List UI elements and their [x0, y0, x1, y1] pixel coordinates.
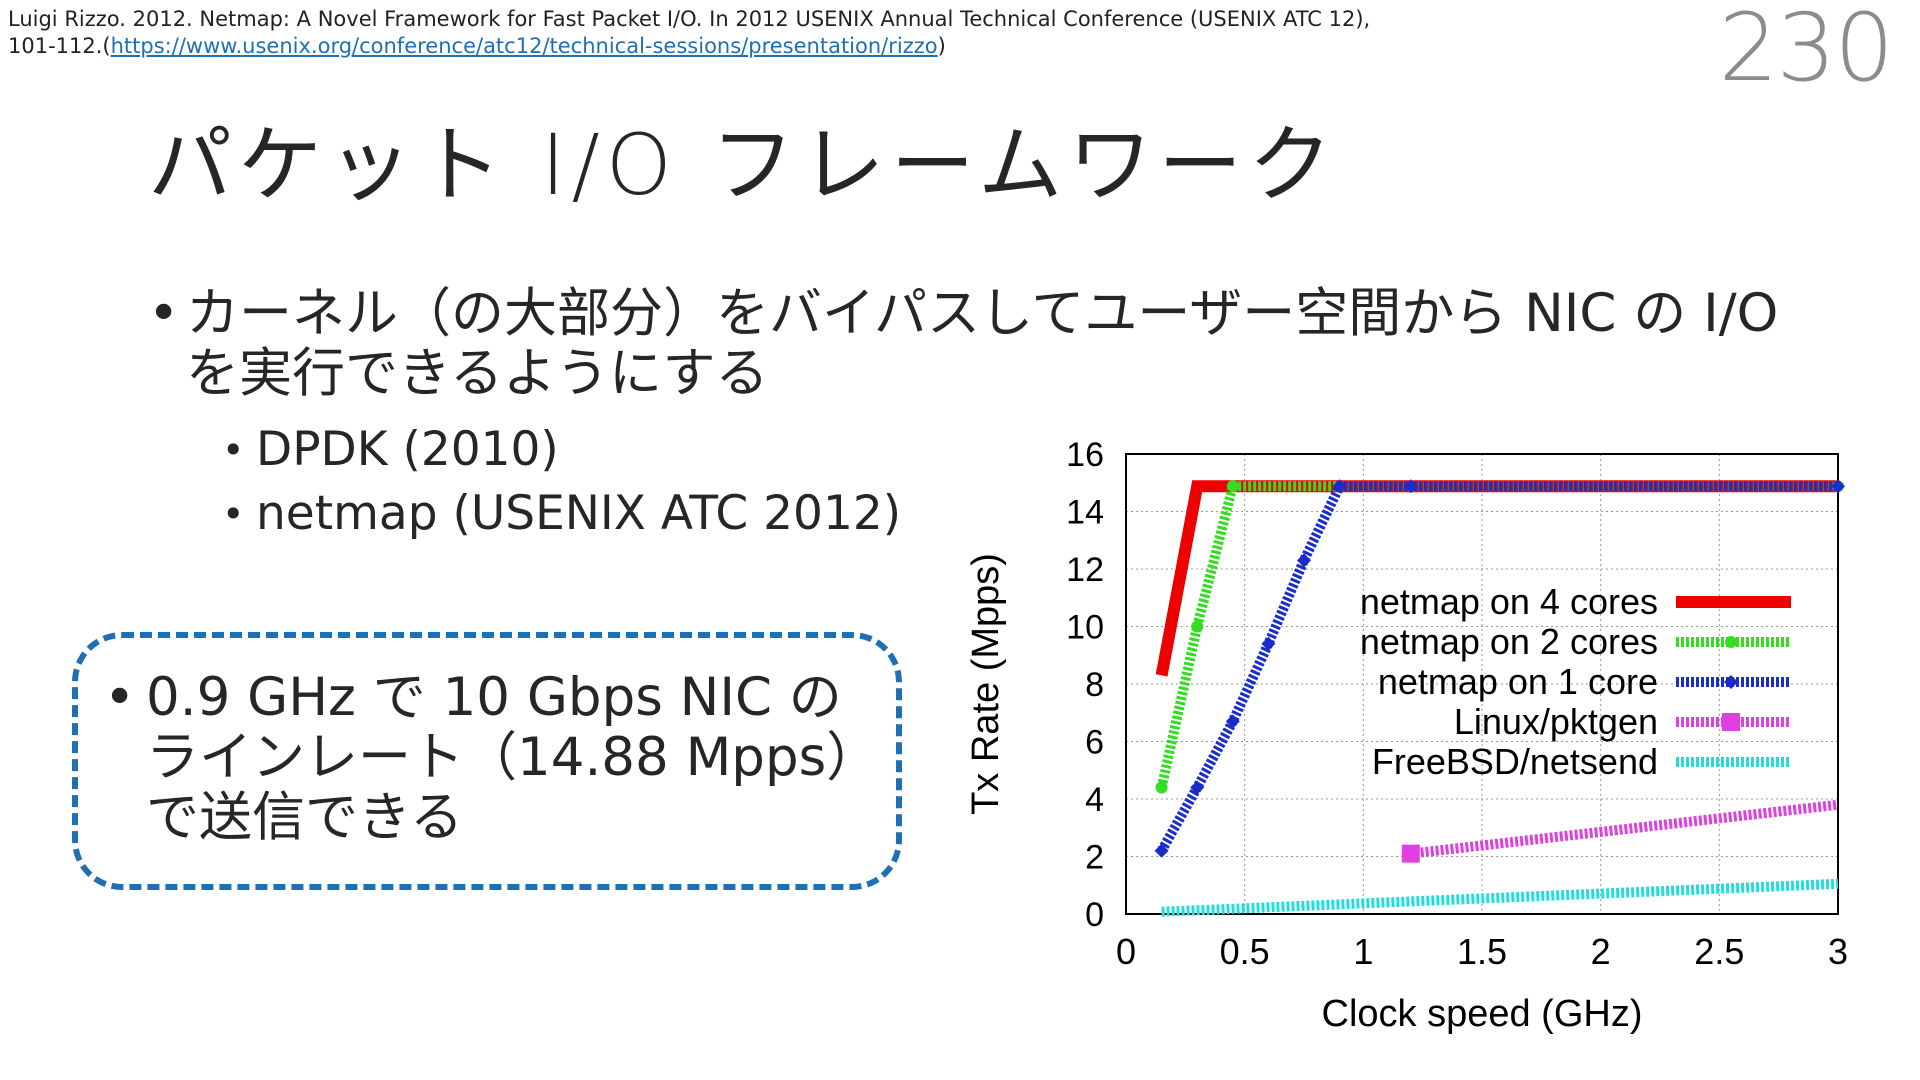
- data-point: [1401, 844, 1420, 863]
- y-tick-label: 12: [1066, 551, 1104, 589]
- legend-label: netmap on 1 core: [1378, 661, 1658, 702]
- data-point: [1261, 636, 1276, 651]
- citation: Luigi Rizzo. 2012. Netmap: A Novel Frame…: [8, 6, 1408, 60]
- x-tick-label: 2: [1591, 931, 1611, 972]
- legend-label: Linux/pktgen: [1454, 701, 1658, 742]
- data-point: [1226, 480, 1239, 493]
- legend-label: netmap on 2 cores: [1360, 621, 1658, 662]
- y-tick-label: 14: [1066, 494, 1104, 532]
- data-point: [1190, 780, 1205, 795]
- series-line-linux-pktgen: [1410, 799, 1839, 859]
- data-point: [1831, 479, 1845, 494]
- citation-text: Luigi Rizzo. 2012. Netmap: A Novel Frame…: [8, 7, 1371, 58]
- legend-marker: [1725, 636, 1737, 648]
- legend-label: FreeBSD/netsend: [1372, 741, 1658, 782]
- legend-label: netmap on 4 cores: [1360, 581, 1658, 622]
- legend-marker: [1722, 713, 1740, 731]
- x-tick-label: 3: [1828, 931, 1848, 972]
- x-axis-label: Clock speed (GHz): [1322, 993, 1643, 1035]
- citation-close: ): [937, 34, 946, 58]
- bullet-main: カーネル（の大部分）をバイパスしてユーザー空間から NIC の I/O を実行で…: [148, 284, 1808, 404]
- y-tick-label: 8: [1085, 666, 1104, 704]
- y-tick-label: 4: [1085, 781, 1104, 819]
- data-point: [1154, 843, 1169, 858]
- x-tick-label: 0.5: [1220, 931, 1270, 972]
- callout-text: 0.9 GHz で 10 Gbps NIC の ラインレート（14.88 Mpp…: [100, 668, 900, 848]
- y-tick-label: 2: [1085, 839, 1104, 877]
- x-tick-label: 0: [1116, 931, 1136, 972]
- sub-bullet-list: DPDK (2010) netmap (USENIX ATC 2012): [148, 418, 942, 546]
- y-tick-label: 6: [1085, 724, 1104, 762]
- sub-bullet-netmap: netmap (USENIX ATC 2012): [222, 482, 942, 546]
- legend-marker: [1724, 675, 1738, 689]
- slide-number: 230: [1718, 0, 1894, 103]
- data-point: [1332, 479, 1347, 494]
- x-tick-label: 1.5: [1457, 931, 1507, 972]
- y-tick-label: 0: [1085, 896, 1104, 934]
- series-line-freebsd-netsend: [1161, 878, 1839, 917]
- plot-frame: [1125, 453, 1839, 915]
- bullet-list: カーネル（の大部分）をバイパスしてユーザー空間から NIC の I/O を実行で…: [148, 284, 1808, 547]
- y-tick-label: 10: [1066, 609, 1104, 647]
- data-point: [1155, 781, 1168, 794]
- data-point: [1297, 553, 1311, 568]
- slide-title: パケット I/O フレームワーク: [148, 116, 1339, 214]
- citation-link[interactable]: https://www.usenix.org/conference/atc12/…: [110, 34, 938, 58]
- sub-bullet-dpdk: DPDK (2010): [222, 418, 942, 482]
- series-line-netmap-on-1-core: [1157, 481, 1838, 854]
- x-tick-label: 2.5: [1694, 931, 1744, 972]
- tx-rate-chart: 0 0.5 1 1.5 2 2.5 3 0 2 4 6 8 10 12 14 16 Clock speed (G…: [965, 436, 1848, 1035]
- data-point: [1225, 714, 1240, 729]
- data-point: [1403, 479, 1418, 494]
- data-point: [1191, 620, 1204, 633]
- y-tick-label: 16: [1066, 436, 1104, 474]
- x-tick-label: 1: [1353, 931, 1373, 972]
- y-axis-label: Tx Rate (Mpps): [965, 553, 1007, 815]
